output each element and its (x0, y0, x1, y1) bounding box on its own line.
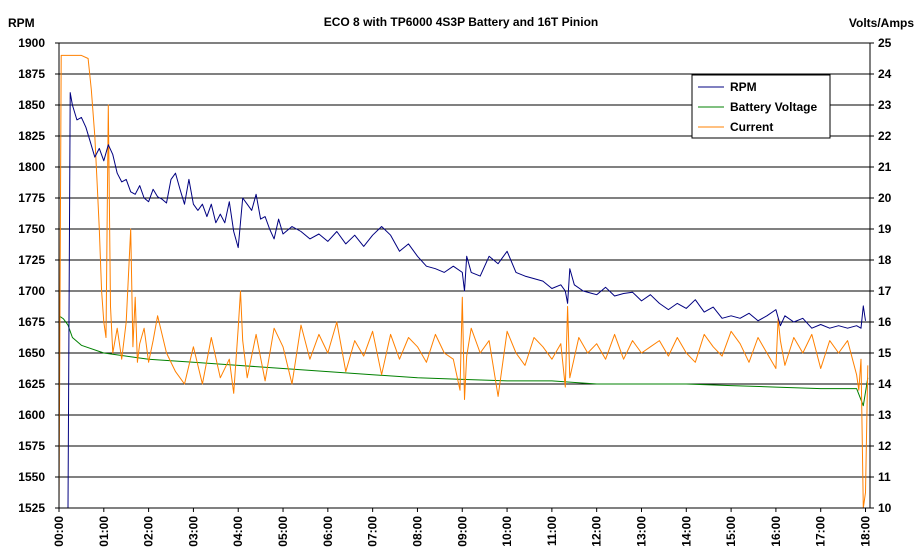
left-tick-label-12: 1825 (18, 129, 45, 143)
right-tick-label-7: 17 (878, 284, 892, 298)
right-axis-title: Volts/Amps (849, 16, 914, 30)
chart-title: ECO 8 with TP6000 4S3P Battery and 16T P… (324, 15, 599, 29)
right-tick-label-3: 13 (878, 408, 892, 422)
left-tick-label-1: 1550 (18, 470, 45, 484)
x-tick-label-7: 07:00 (366, 516, 380, 547)
left-tick-label-6: 1675 (18, 315, 45, 329)
right-tick-label-13: 23 (878, 98, 892, 112)
right-tick-label-2: 12 (878, 439, 892, 453)
x-tick-label-1: 01:00 (97, 516, 111, 547)
x-tick-label-5: 05:00 (276, 516, 290, 547)
tick-labels: 1525155015751600162516501675170017251750… (18, 36, 891, 547)
x-tick-label-6: 06:00 (321, 516, 335, 547)
right-tick-label-8: 18 (878, 253, 892, 267)
left-tick-label-11: 1800 (18, 160, 45, 174)
x-tick-label-8: 08:00 (410, 516, 424, 547)
right-tick-label-12: 22 (878, 129, 892, 143)
plot-frame (58, 42, 871, 509)
right-tick-label-1: 11 (878, 470, 891, 484)
x-tick-label-13: 13:00 (634, 516, 648, 547)
left-tick-label-3: 1600 (18, 408, 45, 422)
plot-border (58, 42, 871, 509)
x-tick-label-17: 17:00 (814, 516, 828, 547)
x-tick-label-3: 03:00 (186, 516, 200, 547)
x-tick-label-18: 18:00 (859, 516, 873, 547)
right-tick-label-15: 25 (878, 36, 892, 50)
right-tick-label-4: 14 (878, 377, 892, 391)
series-line-battery-voltage (58, 315, 869, 407)
left-tick-label-4: 1625 (18, 377, 45, 391)
series-line-rpm (67, 92, 866, 509)
left-tick-label-5: 1650 (18, 346, 45, 360)
left-axis-title: RPM (8, 16, 35, 30)
left-tick-label-14: 1875 (18, 67, 45, 81)
x-tick-label-15: 15:00 (724, 516, 738, 547)
left-tick-label-2: 1575 (18, 439, 45, 453)
x-tick-label-4: 04:00 (231, 516, 245, 547)
series-lines (58, 54, 869, 509)
x-tick-label-14: 14:00 (679, 516, 693, 547)
x-tick-label-9: 09:00 (455, 516, 469, 547)
right-tick-label-11: 21 (878, 160, 892, 174)
left-tick-label-0: 1525 (18, 501, 45, 515)
left-tick-label-9: 1750 (18, 222, 45, 236)
right-tick-label-6: 16 (878, 315, 892, 329)
legend-label-rpm: RPM (730, 80, 757, 94)
right-tick-label-10: 20 (878, 191, 892, 205)
legend-label-current: Current (730, 120, 773, 134)
legend: RPM Battery Voltage Current (691, 74, 831, 139)
x-tick-label-11: 11:00 (545, 516, 559, 546)
right-tick-label-0: 10 (878, 501, 892, 515)
legend-label-battery-voltage: Battery Voltage (730, 100, 817, 114)
right-tick-label-5: 15 (878, 346, 892, 360)
left-tick-label-10: 1775 (18, 191, 45, 205)
left-tick-label-7: 1700 (18, 284, 45, 298)
right-tick-label-9: 19 (878, 222, 892, 236)
series-line-current (58, 54, 869, 509)
x-tick-label-16: 16:00 (769, 516, 783, 547)
left-tick-label-15: 1900 (18, 36, 45, 50)
x-tick-label-10: 10:00 (500, 516, 514, 547)
x-tick-label-12: 12:00 (590, 516, 604, 547)
left-tick-label-8: 1725 (18, 253, 45, 267)
left-tick-label-13: 1850 (18, 98, 45, 112)
x-tick-label-0: 00:00 (52, 516, 66, 547)
x-tick-label-2: 02:00 (142, 516, 156, 547)
right-tick-label-14: 24 (878, 67, 892, 81)
